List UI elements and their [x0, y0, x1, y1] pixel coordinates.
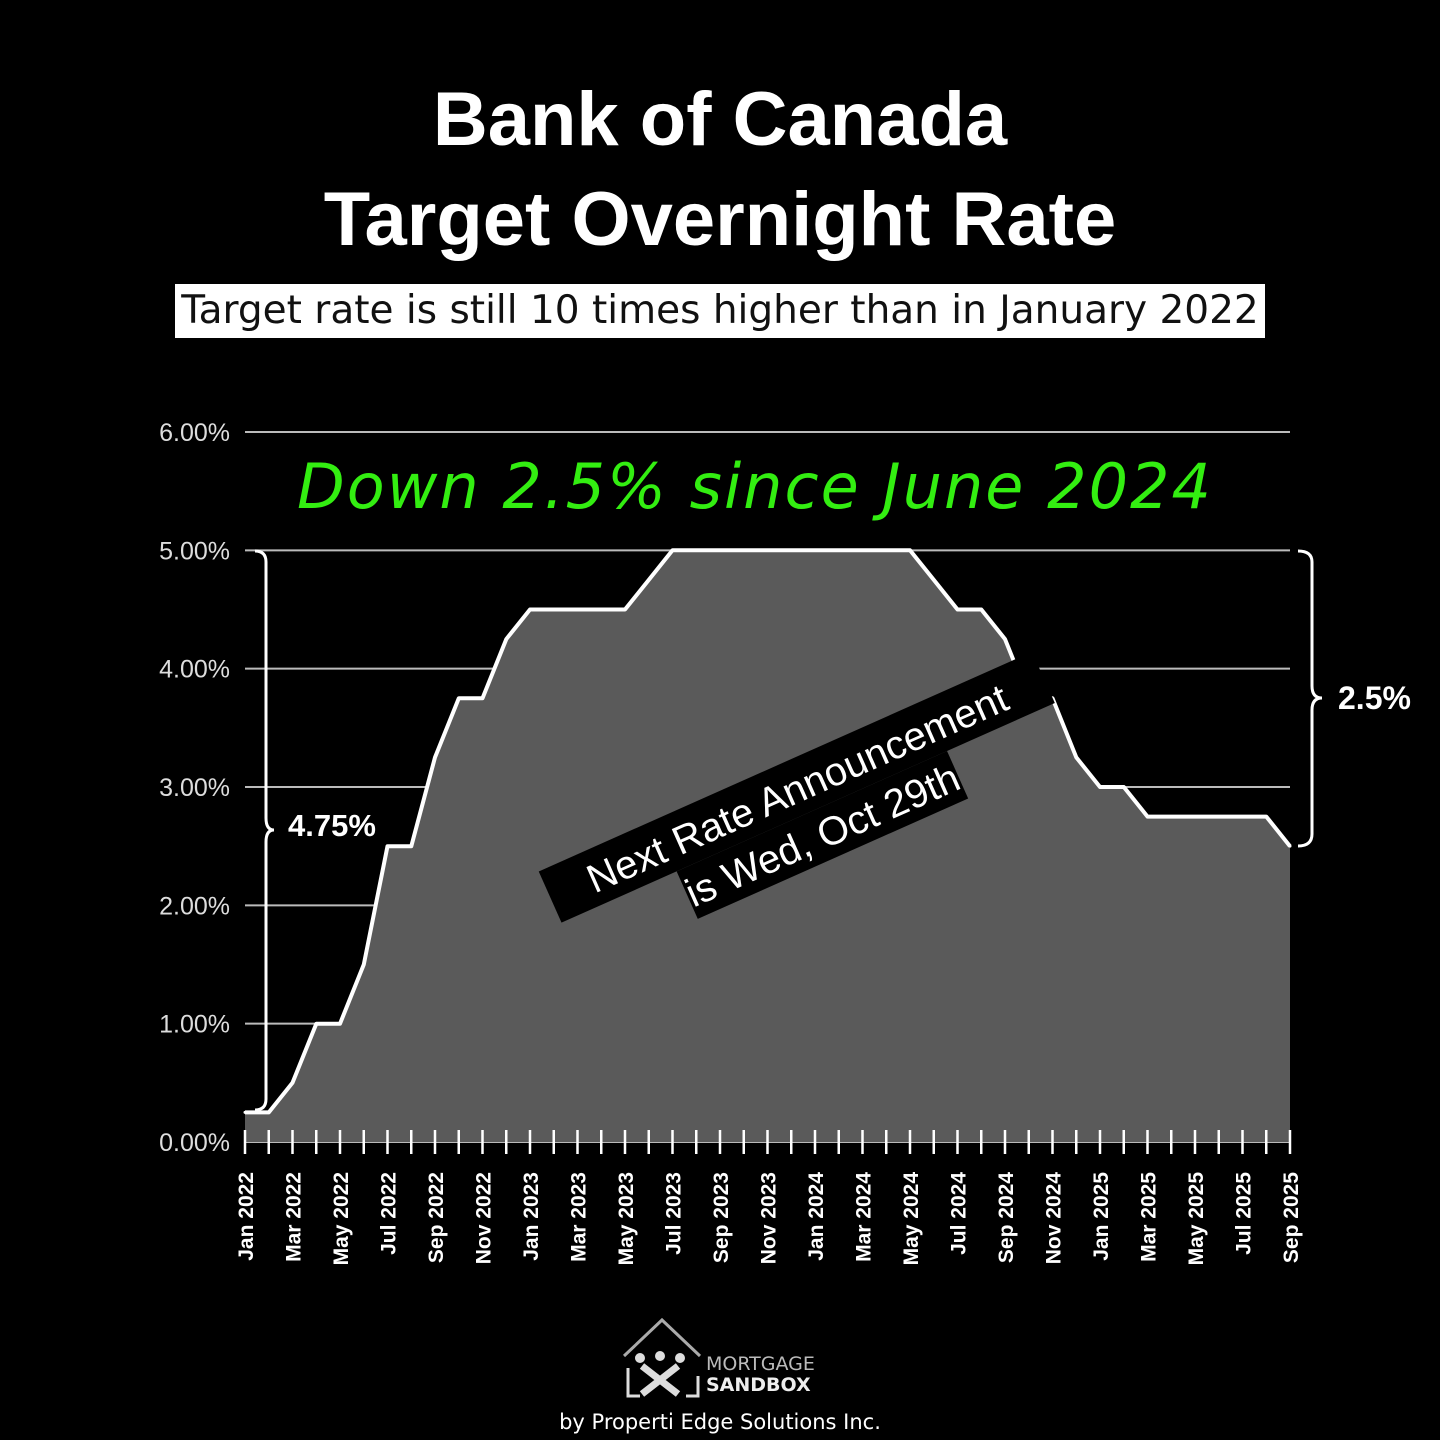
rate-chart: 0.00% 1.00% 2.00% 3.00% 4.00% 5.00% 6.00% Jan … — [159, 419, 1411, 1266]
data-point — [884, 548, 888, 552]
data-points — [243, 548, 1292, 1114]
x-tick-label: Jul 2024 — [948, 1172, 971, 1255]
announcement-bg-1 — [538, 651, 1055, 923]
data-point — [647, 578, 651, 582]
data-point — [291, 1081, 294, 1085]
y-tick-label: 3.00% — [159, 774, 230, 802]
data-point — [1217, 815, 1221, 819]
data-point — [742, 548, 746, 552]
footer-byline: by Properti Edge Solutions Inc. — [559, 1410, 881, 1434]
data-point — [1169, 815, 1173, 819]
x-tick-label: Sep 2023 — [710, 1172, 733, 1263]
data-point — [694, 548, 698, 552]
data-point — [671, 548, 674, 552]
data-point — [623, 608, 627, 611]
title-line-2: Target Overnight Rate — [323, 177, 1117, 262]
right-bracket-label: 2.5% — [1338, 680, 1411, 716]
x-tick-label: May 2025 — [1185, 1172, 1208, 1266]
x-axis-labels: Jan 2022 Mar 2022 May 2022 Jul 2022 Sep 2022… — [235, 1172, 1303, 1266]
x-tick-label: Jan 2022 — [235, 1172, 258, 1261]
y-tick-label: 6.00% — [159, 419, 230, 447]
data-point — [243, 1110, 247, 1114]
y-tick-label: 5.00% — [159, 537, 230, 565]
data-point — [1122, 785, 1126, 789]
data-point — [1003, 637, 1007, 641]
data-point — [314, 1022, 318, 1026]
data-point — [552, 608, 556, 611]
right-brace — [1297, 549, 1323, 848]
handwritten-annotation: Down 2.5% since June 2024 — [297, 450, 1213, 523]
brand-line-2: SANDBOX — [706, 1374, 811, 1396]
data-point — [599, 608, 603, 611]
data-point — [837, 548, 841, 552]
x-tick-label: May 2024 — [900, 1172, 923, 1266]
left-bracket-label: 4.75% — [288, 808, 376, 843]
data-point — [409, 844, 413, 848]
y-tick-label: 0.00% — [159, 1129, 230, 1157]
mortgage-sandbox-logo: MORTGAGE SANDBOX — [620, 1316, 840, 1406]
x-axis-ticks — [243, 1130, 1292, 1154]
x-tick-label: May 2022 — [330, 1172, 353, 1265]
announcement-bg-2 — [676, 750, 969, 919]
house-logo-icon: MORTGAGE SANDBOX — [622, 1317, 815, 1398]
brand-line-1: MORTGAGE — [706, 1353, 815, 1375]
data-point — [813, 548, 817, 552]
x-tick-label: Jul 2023 — [663, 1172, 686, 1255]
x-tick-label: Nov 2023 — [758, 1172, 781, 1264]
data-point — [1074, 755, 1078, 759]
data-point — [956, 608, 959, 611]
x-tick-label: Mar 2023 — [568, 1172, 591, 1262]
x-tick-label: Mar 2024 — [853, 1172, 876, 1262]
data-point — [433, 755, 437, 759]
data-point — [386, 844, 389, 848]
data-point — [1146, 815, 1149, 819]
data-point — [1098, 785, 1102, 789]
x-tick-label: Sep 2022 — [425, 1172, 448, 1263]
subtitle-wrapper: Target rate is still 10 times higher tha… — [0, 284, 1440, 338]
x-tick-label: Jul 2025 — [1233, 1172, 1256, 1255]
data-point — [979, 608, 983, 611]
data-point — [789, 548, 793, 552]
data-point — [908, 548, 912, 552]
data-point — [1288, 844, 1292, 848]
data-point — [1241, 815, 1244, 819]
data-point — [932, 578, 936, 582]
x-tick-label: Nov 2022 — [473, 1172, 496, 1264]
x-tick-label: Jan 2025 — [1090, 1172, 1113, 1261]
x-tick-label: May 2023 — [615, 1172, 638, 1265]
x-tick-label: Jan 2024 — [805, 1172, 828, 1261]
y-axis-ticks: 0.00% 1.00% 2.00% 3.00% 4.00% 5.00% 6.00% — [159, 419, 230, 1157]
data-point — [718, 548, 722, 552]
y-tick-label: 2.00% — [159, 892, 230, 920]
data-point — [1264, 815, 1268, 819]
x-tick-label: Mar 2022 — [283, 1172, 306, 1262]
data-point — [528, 608, 532, 611]
data-point — [457, 696, 461, 700]
x-tick-label: Mar 2025 — [1138, 1172, 1161, 1262]
x-tick-label: Sep 2024 — [995, 1172, 1018, 1263]
data-point — [338, 1022, 342, 1026]
chart-subtitle: Target rate is still 10 times higher tha… — [175, 284, 1265, 338]
x-tick-label: Jul 2022 — [378, 1172, 401, 1255]
data-point — [861, 548, 864, 552]
y-tick-label: 1.00% — [159, 1011, 230, 1039]
data-point — [576, 608, 579, 611]
x-tick-label: Jan 2023 — [520, 1172, 543, 1261]
data-point — [504, 637, 508, 641]
y-tick-label: 4.00% — [159, 656, 230, 684]
x-tick-label: Nov 2024 — [1043, 1172, 1066, 1265]
data-point — [481, 696, 484, 700]
data-point — [267, 1110, 271, 1114]
data-point — [362, 963, 366, 966]
data-point — [766, 548, 769, 552]
left-brace — [254, 549, 275, 1112]
title-line-1: Bank of Canada — [432, 77, 1008, 162]
data-point — [1193, 815, 1197, 819]
x-tick-label: Sep 2025 — [1280, 1172, 1303, 1263]
chart-title: Bank of Canada Target Overnight Rate — [0, 70, 1440, 270]
